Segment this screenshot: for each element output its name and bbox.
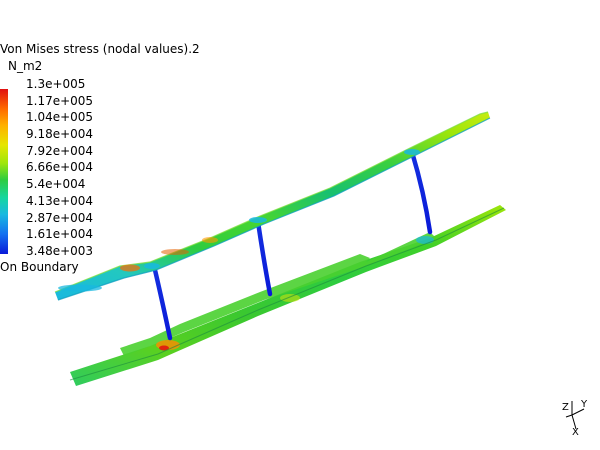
stress-hotspot <box>120 264 140 272</box>
lower-rail <box>69 205 506 386</box>
legend-unit: N_m2 <box>8 59 43 73</box>
stress-hotspot <box>202 237 218 243</box>
y-axis-label: Y <box>580 399 588 410</box>
upper-rail <box>54 111 491 301</box>
legend-value: 1.04e+005 <box>26 110 94 125</box>
x-axis-line <box>571 414 577 430</box>
stress-hotspot <box>249 217 267 223</box>
stress-hotspot <box>280 294 300 302</box>
legend-values: 1.3e+005 1.17e+005 1.04e+005 9.18e+004 7… <box>26 76 93 260</box>
post-right <box>409 149 433 235</box>
post-middle <box>255 219 273 297</box>
legend-value: 6.66e+004 <box>26 160 94 175</box>
legend-value: 1.17e+005 <box>26 93 94 108</box>
legend-title: Von Mises stress (nodal values).2 <box>0 42 200 56</box>
legend-value: 1.61e+004 <box>26 227 94 242</box>
axis-triad-icon[interactable]: Z Y X <box>550 393 595 438</box>
color-scale-bar <box>0 89 8 254</box>
z-axis-label: Z <box>562 402 569 413</box>
stress-hotspot <box>404 149 420 155</box>
stress-hotspot <box>144 263 160 269</box>
legend-value: 3.48e+003 <box>26 243 94 258</box>
stress-hotspot <box>58 284 102 292</box>
legend-value: 2.87e+004 <box>26 210 94 225</box>
vertical-posts <box>152 149 433 341</box>
triad-stub-line <box>565 414 573 418</box>
legend-value: 5.4e+004 <box>26 177 86 192</box>
stress-hotspot <box>416 236 434 244</box>
post-left <box>152 267 173 341</box>
stress-hotspot <box>161 249 189 255</box>
stress-hotspot <box>159 345 169 351</box>
y-axis-line <box>571 408 585 416</box>
legend-value: 9.18e+004 <box>26 127 94 142</box>
legend-value: 4.13e+004 <box>26 193 94 208</box>
legend-footer: On Boundary <box>0 260 79 274</box>
x-axis-label: X <box>572 427 579 438</box>
legend-value: 1.3e+005 <box>26 77 86 91</box>
legend-value: 7.92e+004 <box>26 143 94 158</box>
